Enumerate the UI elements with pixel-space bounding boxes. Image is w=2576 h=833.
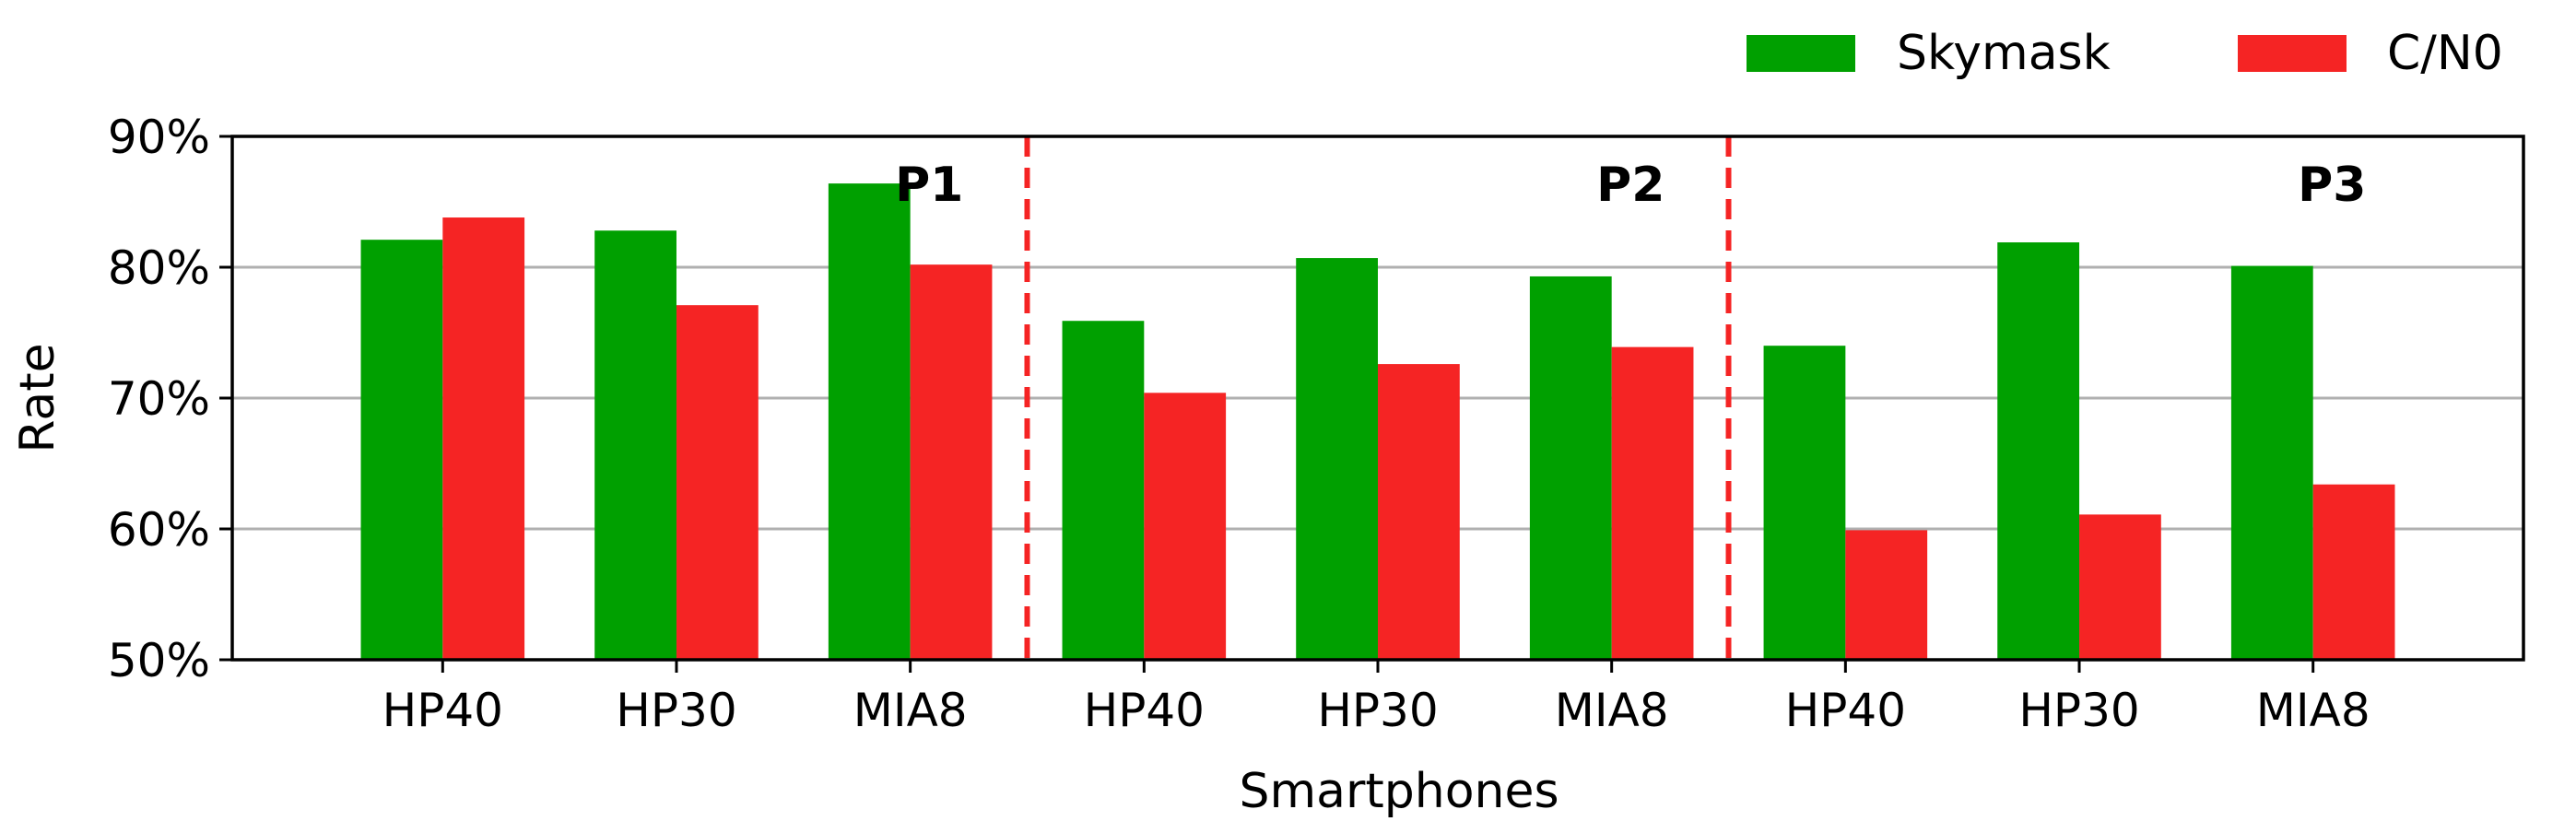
x-tick-label: HP30 (616, 684, 736, 737)
x-tick-label: MIA8 (1555, 684, 1669, 737)
legend-swatch (1747, 35, 1855, 72)
group-label: P3 (2298, 158, 2366, 213)
bar-cn0 (1611, 346, 1694, 660)
bar-cn0 (676, 305, 759, 660)
x-axis-title: Smartphones (1239, 764, 1559, 819)
group-label: P1 (895, 158, 963, 213)
bar-cn0 (1144, 393, 1227, 660)
x-tick-label: HP30 (1317, 684, 1438, 737)
bar-skymask (594, 230, 676, 661)
group-dividers (1024, 136, 1732, 660)
y-tick-label: 80% (108, 241, 210, 295)
x-tick-label: HP40 (382, 684, 503, 737)
bars (360, 183, 2395, 661)
bar-skymask (1296, 258, 1378, 660)
y-tick-label: 70% (108, 372, 210, 426)
y-tick-label: 50% (108, 634, 210, 687)
bar-cn0 (910, 264, 993, 660)
x-tick-label: HP30 (2018, 684, 2139, 737)
bar-cn0 (1845, 530, 1928, 660)
y-axis-title: Rate (10, 343, 65, 452)
group-label: P2 (1596, 158, 1664, 213)
x-tick-label: HP40 (1785, 684, 1906, 737)
bar-cn0 (2312, 484, 2395, 660)
y-axis-ticks: 50% 60% 70% 80% 90% (108, 111, 232, 687)
x-tick-label: MIA8 (2256, 684, 2370, 737)
group-labels: P1 P2 P3 (895, 158, 2366, 213)
x-tick-label: MIA8 (853, 684, 968, 737)
x-tick-label: HP40 (1084, 684, 1205, 737)
legend: Skymask C/N0 (1747, 26, 2503, 81)
bar-cn0 (1378, 364, 1460, 660)
bar-cn0 (2079, 514, 2161, 660)
legend-label: C/N0 (2387, 26, 2503, 81)
bar-cn0 (442, 217, 525, 661)
bar-skymask (360, 240, 443, 660)
bar-skymask (2230, 265, 2313, 660)
bar-skymask (1763, 346, 1846, 660)
y-tick-label: 90% (108, 111, 210, 164)
x-axis-ticks: HP40 HP30 MIA8 HP40 HP30 MIA8 HP40 HP30 MIA8 (382, 660, 2370, 737)
bar-skymask (1529, 276, 1612, 660)
bar-skymask (1997, 242, 2080, 660)
y-tick-label: 60% (108, 503, 210, 557)
bar-skymask (1062, 321, 1145, 660)
legend-label: Skymask (1897, 26, 2111, 81)
legend-swatch (2238, 35, 2347, 72)
bar-skymask (828, 183, 911, 660)
